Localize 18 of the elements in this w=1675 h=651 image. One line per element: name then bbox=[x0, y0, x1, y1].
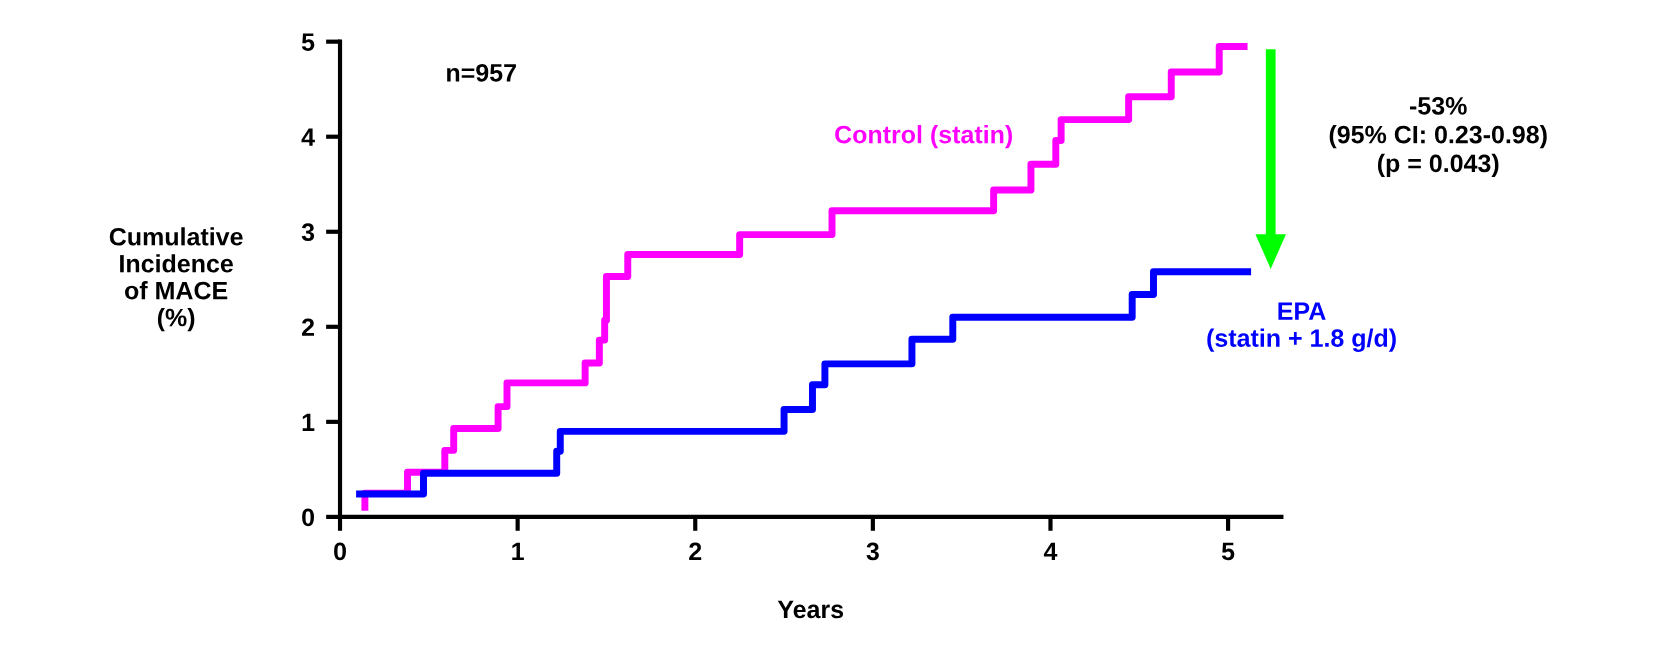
series-label: EPA (statin + 1.8 g/d) bbox=[1207, 302, 1396, 352]
x-axis-title: Years bbox=[777, 600, 844, 619]
x-tick-label: 5 bbox=[1221, 542, 1235, 561]
x-tick-label: 3 bbox=[866, 542, 879, 561]
y-tick-label: 4 bbox=[301, 128, 315, 146]
x-tick-label: 4 bbox=[1043, 542, 1058, 561]
y-axis-title: Cumulative Incidence of MACE (%) bbox=[109, 227, 243, 332]
x-tick-label: 1 bbox=[512, 542, 524, 561]
y-tick-label: 2 bbox=[301, 318, 315, 336]
y-tick-label: 5 bbox=[301, 33, 315, 51]
text: -53% (95% CI: 0.23-0.98) (p = 0.043) bbox=[1329, 96, 1547, 178]
y-tick-label: 0 bbox=[302, 508, 314, 527]
y-tick-label: 3 bbox=[301, 223, 315, 242]
annotation: n=957 bbox=[447, 63, 516, 82]
y-tick-label: 1 bbox=[302, 413, 315, 431]
series-label: Control (statin) bbox=[835, 125, 1012, 149]
x-tick-label: 2 bbox=[689, 542, 702, 561]
x-tick-label: 0 bbox=[334, 542, 346, 561]
